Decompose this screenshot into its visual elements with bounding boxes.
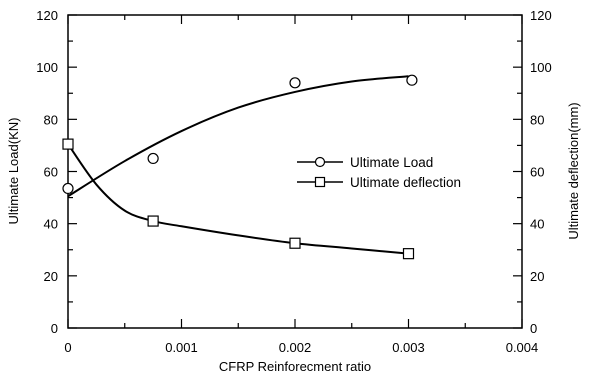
- data-point-ultimate-load: [289, 77, 301, 89]
- x-tick-label: 0.003: [392, 340, 425, 355]
- y-axis-title: Ultimate Load(KN): [6, 118, 21, 225]
- legend: Ultimate Load Ultimate deflection: [297, 155, 461, 190]
- y-tick-label-left: 40: [44, 217, 58, 232]
- data-point-ultimate-deflection: [289, 237, 301, 249]
- x-tick-label: 0: [64, 340, 71, 355]
- y-tick-label-left: 0: [51, 321, 58, 336]
- y-tick-label-left: 100: [36, 60, 58, 75]
- legend-item-ultimate-deflection: Ultimate deflection: [297, 175, 461, 190]
- x-tick-label: 0.001: [165, 340, 198, 355]
- y-tick-label-right: 0: [530, 321, 537, 336]
- y-tick-label-left: 120: [36, 8, 58, 23]
- data-point-ultimate-deflection: [402, 248, 415, 260]
- data-point-ultimate-load: [147, 152, 159, 165]
- y-tick-label-right: 80: [530, 112, 544, 127]
- axis-ticks: [67, 14, 523, 329]
- data-point-ultimate-deflection: [147, 215, 159, 227]
- legend-marker-square: [314, 176, 326, 188]
- series-line-ultimate-deflection: [67, 143, 409, 255]
- x-tick-label: 0.004: [506, 340, 539, 355]
- data-point-ultimate-deflection: [62, 138, 74, 150]
- plot-frame: [67, 14, 523, 329]
- y-tick-label-right: 120: [530, 8, 552, 23]
- series-line-ultimate-load: [67, 75, 409, 198]
- y-tick-label-right: 40: [530, 217, 544, 232]
- y-tick-label-right: 100: [530, 60, 552, 75]
- y-tick-label-left: 20: [44, 269, 58, 284]
- y-tick-label-right: 20: [530, 269, 544, 284]
- y-tick-label-left: 60: [44, 165, 58, 180]
- y-axis-title-right: Ultimate deflection(mm): [566, 102, 581, 239]
- data-point-ultimate-load: [406, 74, 418, 86]
- legend-marker-circle: [314, 156, 326, 168]
- series-layer: [62, 74, 418, 260]
- x-tick-label: 0.002: [279, 340, 312, 355]
- legend-label-ultimate-load: Ultimate Load: [350, 155, 433, 170]
- data-point-ultimate-load: [62, 182, 74, 195]
- y-tick-label-right: 60: [530, 165, 544, 180]
- legend-label-ultimate-deflection: Ultimate deflection: [350, 175, 461, 190]
- y-tick-label-left: 80: [44, 112, 58, 127]
- x-axis-title: CFRP Reinforecment ratio: [219, 359, 371, 374]
- tick-labels: 0 0.001 0.002 0.003 0.004 0 20 40 60 80 100 120 0 20 4…: [36, 8, 551, 355]
- legend-item-ultimate-load: Ultimate Load: [297, 155, 433, 170]
